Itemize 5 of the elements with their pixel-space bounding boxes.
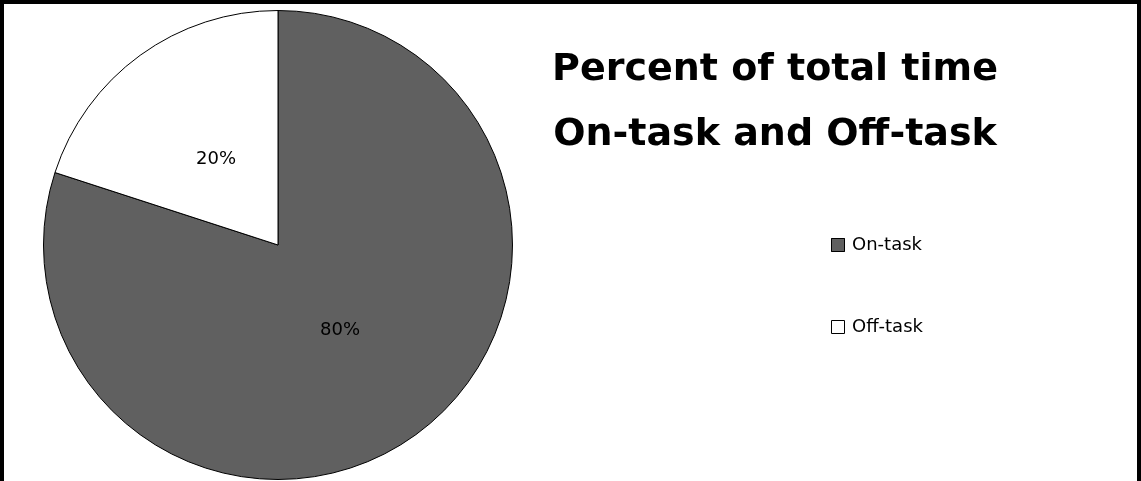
legend-label: Off-task xyxy=(852,314,924,336)
data-label: 20% xyxy=(195,147,236,169)
legend-label: On-task xyxy=(852,232,923,254)
text: Percent of total time On-task and Off-task xyxy=(552,44,998,154)
data-label: 80% xyxy=(320,318,361,340)
